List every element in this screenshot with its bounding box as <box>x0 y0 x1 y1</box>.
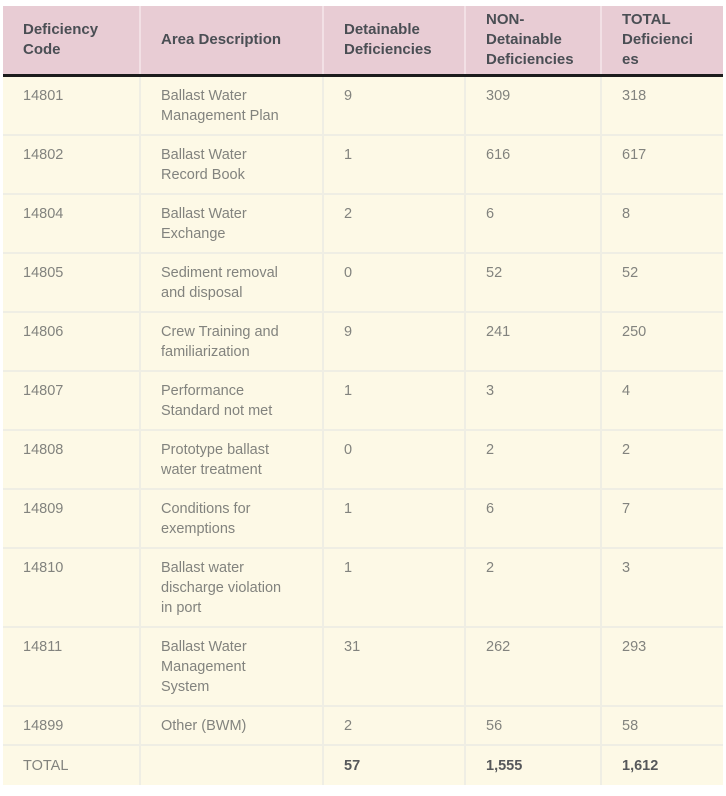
non-detainable-cell: 6 <box>464 488 601 548</box>
detainable-cell: 0 <box>322 429 465 489</box>
deficiency-code-cell: 14808 <box>3 429 140 489</box>
table-row: 14801 Ballast Water Management Plan 9 309 31… <box>3 75 723 135</box>
header-detainable: Detainable Deficiencies <box>322 6 465 77</box>
total-cell: 8 <box>600 193 723 253</box>
area-description-cell: Ballast Water Exchange <box>139 193 323 253</box>
header-row: Deficiency Code Area Description Detaina… <box>3 6 723 77</box>
total-cell: 4 <box>600 370 723 430</box>
detainable-cell: 1 <box>322 547 465 627</box>
total-cell: 293 <box>600 626 723 706</box>
total-grand-total-cell: 1,612 <box>600 744 723 785</box>
deficiency-code-cell: 14802 <box>3 134 140 194</box>
area-description-cell: Other (BWM) <box>139 705 323 745</box>
table-footer: TOTAL 57 1,555 1,612 <box>3 744 723 785</box>
non-detainable-cell: 309 <box>464 75 601 135</box>
non-detainable-cell: 2 <box>464 547 601 627</box>
table-row: 14808 Prototype ballast water treatment 0 2… <box>3 429 723 489</box>
non-detainable-cell: 616 <box>464 134 601 194</box>
area-description-cell: Crew Training and familiarization <box>139 311 323 371</box>
non-detainable-cell: 241 <box>464 311 601 371</box>
deficiency-table: Deficiency Code Area Description Detaina… <box>3 6 723 785</box>
total-detainable-cell: 57 <box>322 744 465 785</box>
area-description-cell: Sediment removal and disposal <box>139 252 323 312</box>
deficiency-code-cell: 14806 <box>3 311 140 371</box>
area-description-cell: Conditions for exemptions <box>139 488 323 548</box>
detainable-cell: 9 <box>322 311 465 371</box>
non-detainable-cell: 6 <box>464 193 601 253</box>
table-row: 14807 Performance Standard not met 1 3 4 <box>3 370 723 430</box>
deficiency-code-cell: 14899 <box>3 705 140 745</box>
deficiency-code-cell: 14805 <box>3 252 140 312</box>
deficiency-code-cell: 14809 <box>3 488 140 548</box>
area-description-cell: Ballast Water Record Book <box>139 134 323 194</box>
total-cell: 3 <box>600 547 723 627</box>
total-label-cell: TOTAL <box>3 744 140 785</box>
deficiency-code-cell: 14801 <box>3 75 140 135</box>
detainable-cell: 9 <box>322 75 465 135</box>
area-description-cell: Ballast Water Management System <box>139 626 323 706</box>
total-area-cell <box>139 744 323 785</box>
area-description-cell: Performance Standard not met <box>139 370 323 430</box>
header-total: TOTAL Deficienci es <box>600 6 723 77</box>
area-description-cell: Ballast Water Management Plan <box>139 75 323 135</box>
table-row: 14810 Ballast water discharge violation i… <box>3 547 723 627</box>
total-cell: 7 <box>600 488 723 548</box>
non-detainable-cell: 52 <box>464 252 601 312</box>
detainable-cell: 0 <box>322 252 465 312</box>
total-cell: 318 <box>600 75 723 135</box>
table-row: 14804 Ballast Water Exchange 2 6 8 <box>3 193 723 253</box>
total-cell: 52 <box>600 252 723 312</box>
total-cell: 617 <box>600 134 723 194</box>
table-row: 14802 Ballast Water Record Book 1 616 617 <box>3 134 723 194</box>
non-detainable-cell: 3 <box>464 370 601 430</box>
detainable-cell: 1 <box>322 370 465 430</box>
header-deficiency-code: Deficiency Code <box>3 6 140 77</box>
table-header: Deficiency Code Area Description Detaina… <box>3 6 723 77</box>
area-description-cell: Ballast water discharge violation in por… <box>139 547 323 627</box>
deficiency-code-cell: 14810 <box>3 547 140 627</box>
table-row: 14806 Crew Training and familiarization 9 2… <box>3 311 723 371</box>
detainable-cell: 31 <box>322 626 465 706</box>
deficiency-code-cell: 14804 <box>3 193 140 253</box>
area-description-cell: Prototype ballast water treatment <box>139 429 323 489</box>
header-non-detainable: NON- Detainable Deficiencies <box>464 6 601 77</box>
deficiency-code-cell: 14807 <box>3 370 140 430</box>
total-cell: 58 <box>600 705 723 745</box>
non-detainable-cell: 56 <box>464 705 601 745</box>
header-area-description: Area Description <box>139 6 323 77</box>
total-non-detainable-cell: 1,555 <box>464 744 601 785</box>
non-detainable-cell: 262 <box>464 626 601 706</box>
detainable-cell: 2 <box>322 193 465 253</box>
table-row: 14899 Other (BWM) 2 56 58 <box>3 705 723 745</box>
table-row: 14811 Ballast Water Management System 31 26… <box>3 626 723 706</box>
total-cell: 250 <box>600 311 723 371</box>
detainable-cell: 1 <box>322 488 465 548</box>
total-row: TOTAL 57 1,555 1,612 <box>3 744 723 785</box>
table-row: 14809 Conditions for exemptions 1 6 7 <box>3 488 723 548</box>
total-cell: 2 <box>600 429 723 489</box>
deficiency-code-cell: 14811 <box>3 626 140 706</box>
detainable-cell: 1 <box>322 134 465 194</box>
table-row: 14805 Sediment removal and disposal 0 52 52 <box>3 252 723 312</box>
detainable-cell: 2 <box>322 705 465 745</box>
table-body: 14801 Ballast Water Management Plan 9 309 31… <box>3 75 723 745</box>
non-detainable-cell: 2 <box>464 429 601 489</box>
